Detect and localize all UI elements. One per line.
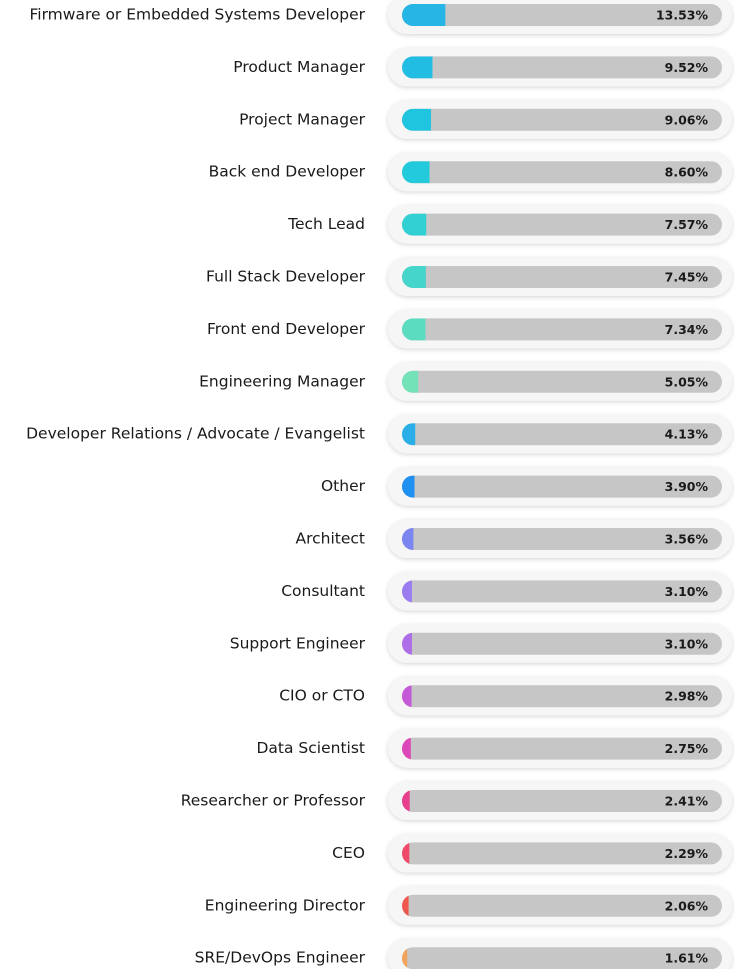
category-label: Tech Lead bbox=[287, 215, 365, 233]
value-label: 5.05% bbox=[665, 374, 709, 389]
bar bbox=[402, 894, 409, 917]
bar-track bbox=[402, 318, 722, 341]
bar bbox=[402, 370, 419, 393]
bar-track bbox=[402, 475, 722, 498]
category-label: Researcher or Professor bbox=[181, 792, 366, 810]
value-label: 8.60% bbox=[665, 165, 709, 180]
bar bbox=[402, 790, 410, 812]
bar bbox=[402, 108, 431, 131]
bar-track bbox=[402, 790, 722, 812]
bar bbox=[402, 737, 411, 760]
value-label: 2.06% bbox=[665, 898, 709, 913]
value-label: 7.45% bbox=[665, 270, 709, 285]
bar bbox=[402, 213, 427, 236]
category-label: Consultant bbox=[281, 582, 365, 600]
value-label: 7.34% bbox=[665, 322, 709, 337]
category-label: Engineering Director bbox=[205, 896, 366, 914]
value-label: 2.75% bbox=[665, 741, 709, 756]
value-label: 3.10% bbox=[665, 636, 709, 651]
bar bbox=[402, 318, 426, 341]
value-label: 2.29% bbox=[665, 846, 709, 861]
category-label: Other bbox=[321, 477, 366, 495]
value-label: 7.57% bbox=[665, 217, 709, 232]
category-label: CEO bbox=[332, 844, 365, 862]
value-label: 2.41% bbox=[665, 794, 709, 809]
category-label: Engineering Manager bbox=[199, 372, 365, 390]
bar-track bbox=[402, 266, 722, 288]
category-label: Product Manager bbox=[233, 58, 365, 76]
bar bbox=[402, 161, 430, 184]
bar-track bbox=[402, 894, 722, 917]
bar bbox=[402, 475, 415, 498]
value-label: 13.53% bbox=[656, 8, 709, 23]
value-label: 2.98% bbox=[665, 689, 709, 704]
bar bbox=[402, 4, 446, 26]
bar bbox=[402, 947, 408, 969]
bar bbox=[402, 56, 433, 79]
bar bbox=[402, 528, 414, 550]
category-label: Firmware or Embedded Systems Developer bbox=[29, 6, 365, 24]
value-label: 3.56% bbox=[665, 532, 709, 547]
bar-track bbox=[402, 528, 722, 550]
category-label: Architect bbox=[295, 530, 365, 548]
bar bbox=[402, 632, 412, 655]
value-label: 9.52% bbox=[665, 60, 709, 75]
category-label: Project Manager bbox=[239, 110, 366, 128]
category-label: Data Scientist bbox=[257, 739, 366, 757]
bar-track bbox=[402, 423, 722, 446]
value-label: 3.90% bbox=[665, 479, 709, 494]
bar-track bbox=[402, 685, 722, 708]
category-label: CIO or CTO bbox=[279, 687, 365, 705]
bar-track bbox=[402, 947, 722, 969]
bar bbox=[402, 842, 410, 865]
bar-track bbox=[402, 161, 722, 184]
category-label: Support Engineer bbox=[230, 634, 366, 652]
bar bbox=[402, 423, 416, 446]
value-label: 4.13% bbox=[665, 427, 709, 442]
bar-track bbox=[402, 108, 722, 131]
value-label: 9.06% bbox=[665, 112, 709, 127]
category-label: Full Stack Developer bbox=[206, 268, 366, 286]
category-label: SRE/DevOps Engineer bbox=[195, 949, 366, 967]
bar-track bbox=[402, 4, 722, 26]
bar bbox=[402, 266, 426, 288]
bar-track bbox=[402, 580, 722, 603]
category-label: Back end Developer bbox=[209, 163, 366, 181]
rows: Firmware or Embedded Systems Developer 13… bbox=[26, 0, 732, 969]
category-label: Front end Developer bbox=[207, 320, 366, 338]
bar-track bbox=[402, 56, 722, 79]
bar-track bbox=[402, 737, 722, 760]
bar-track bbox=[402, 632, 722, 655]
category-label: Developer Relations / Advocate / Evangel… bbox=[26, 425, 365, 443]
value-label: 3.10% bbox=[665, 584, 709, 599]
bar-track bbox=[402, 842, 722, 865]
bar-track bbox=[402, 370, 722, 393]
value-label: 1.61% bbox=[665, 951, 709, 966]
bar-track bbox=[402, 213, 722, 236]
bar bbox=[402, 580, 412, 603]
bar bbox=[402, 685, 412, 708]
